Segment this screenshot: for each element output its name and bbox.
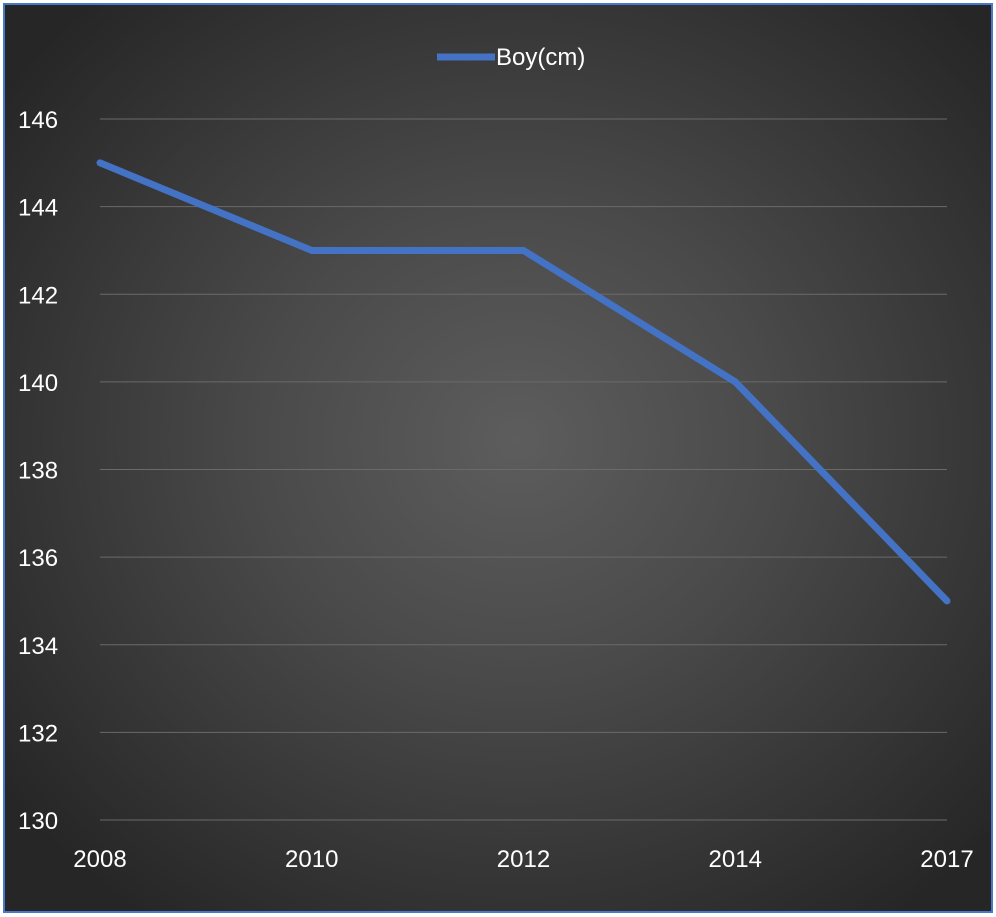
- data-point: [308, 246, 316, 254]
- data-point: [96, 159, 104, 167]
- y-tick-label: 142: [18, 282, 58, 309]
- legend-label: Boy(cm): [496, 44, 585, 71]
- y-tick-label: 140: [18, 370, 58, 397]
- data-point: [943, 597, 951, 605]
- y-tick-label: 144: [18, 195, 58, 222]
- y-tick-label: 146: [18, 107, 58, 134]
- y-axis: 130 132 134 136 138 140 142 144 146: [18, 107, 58, 835]
- x-tick-label: 2017: [920, 846, 973, 873]
- gridlines: [100, 118, 947, 821]
- x-tick-label: 2012: [497, 846, 550, 873]
- y-tick-label: 136: [18, 545, 58, 572]
- x-tick-label: 2008: [73, 846, 126, 873]
- data-point: [520, 246, 527, 254]
- y-tick-label: 138: [18, 458, 58, 485]
- y-tick-label: 132: [18, 720, 58, 747]
- series-layer: [96, 159, 951, 605]
- data-point: [731, 378, 739, 386]
- legend: Boy(cm): [437, 44, 585, 71]
- y-tick-label: 134: [18, 633, 58, 660]
- x-tick-label: 2010: [285, 846, 338, 873]
- line-chart: 130 132 134 136 138 140 142 144 146 2008 2010 2012…: [18, 44, 974, 873]
- chart-frame: 130 132 134 136 138 140 142 144 146 2008 2010 2012…: [3, 3, 993, 913]
- y-tick-label: 130: [18, 808, 58, 835]
- x-tick-label: 2014: [709, 846, 762, 873]
- x-axis: 2008 2010 2012 2014 2017: [73, 846, 973, 873]
